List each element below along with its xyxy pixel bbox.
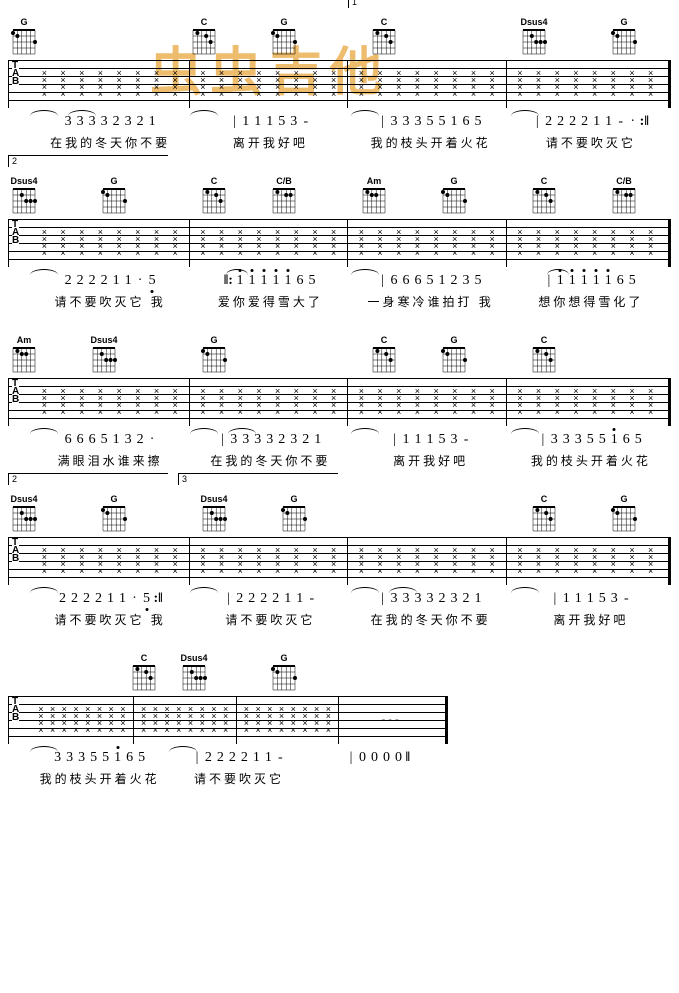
chord-diagram: G [438, 335, 470, 376]
tab-staff: TAB ××××××××××××××××××××××××××××××××××××… [8, 219, 671, 267]
chord-diagram: C [368, 335, 400, 376]
chord-diagram: Dsus4 [198, 494, 230, 535]
chord-row: 2 Dsus4 G C C/B Am G C C/B [8, 169, 671, 217]
chord-diagram: Dsus4 [518, 17, 550, 58]
tab-staff: TAB ××××××××××××××××××××××××××××××××××××… [8, 696, 448, 744]
tab-measure: ×××××××××××××××××××××××××××××××× [190, 378, 349, 426]
chord-diagram: Dsus4 [88, 335, 120, 376]
chord-diagram: Am [8, 335, 40, 376]
tab-measure: ×××××××××××××××××××××××××××××××× [348, 60, 507, 108]
chord-row: 1 G C G C Dsus4 G [8, 10, 671, 58]
tab-measure: ×××××××××××××××××××××××××××××××× [237, 696, 340, 744]
chord-diagram: C [528, 176, 560, 217]
lyrics: 满眼泪水谁来擦在我的冬天你不要离开我好吧我的枝头开着火花 [8, 452, 671, 469]
chord-row: 23 Dsus4 G Dsus4 G C G [8, 487, 671, 535]
tab-measure: ×××××××××××××××××××××××××××××××× [31, 537, 190, 585]
chord-diagram: G [278, 494, 310, 535]
music-system: C Dsus4 G TAB ××××××××××××××××××××××××××… [8, 646, 448, 787]
chord-diagram: C [368, 17, 400, 58]
chord-row: Am Dsus4 G C G C [8, 328, 671, 376]
chord-diagram: G [98, 176, 130, 217]
tab-measure: ×××××××××××××××××××××××××××××××× [31, 60, 190, 108]
chord-diagram: C [528, 335, 560, 376]
tab-measure: ×××××××××××××××××××××××××××××××× [134, 696, 237, 744]
tab-measure: ×××××××××××××××××××××××××××××××× [190, 60, 349, 108]
sheet-music: 1 G C G C Dsus4 G TAB ××××××××××××××××××… [8, 10, 671, 787]
tab-measure: ×××××××××××××××××××××××××××××××× [507, 537, 665, 585]
tab-measure: ×××××××××××××××××××××××××××××××× [31, 696, 134, 744]
chord-diagram: G [98, 494, 130, 535]
tab-measure: ×××××××××××××××××××××××××××××××× [348, 219, 507, 267]
chord-diagram: Am [358, 176, 390, 217]
chord-diagram: C [198, 176, 230, 217]
chord-diagram: Dsus4 [8, 494, 40, 535]
music-system: 23 Dsus4 G Dsus4 G C G TAB ×××××××××××××… [8, 487, 671, 628]
chord-diagram: C [128, 653, 160, 694]
tab-staff: TAB ××××××××××××××××××××××××××××××××××××… [8, 537, 671, 585]
lyrics: 请不要吹灭它 我爱你爱得雪大了一身寒冷谁拍打 我想你想得雪化了 [8, 293, 671, 310]
tab-measure: ×××××××××××××××××××××××××××××××× [507, 378, 665, 426]
tab-staff: TAB ××××××××××××××××××××××××××××××××××××… [8, 378, 671, 426]
chord-diagram: G [438, 176, 470, 217]
tab-measure: ×××××××××××××××××××××××××××××××× [190, 219, 349, 267]
chord-diagram: G [608, 17, 640, 58]
chord-diagram: G [8, 17, 40, 58]
number-notation: 33355165|222211-|0000‖ [8, 750, 448, 766]
lyrics: 我的枝头开着火花请不要吹灭它 [8, 770, 448, 787]
lyrics: 请不要吹灭它 我请不要吹灭它在我的冬天你不要离开我好吧 [8, 611, 671, 628]
tab-measure: ×××××××××××××××××××××××××××××××× [348, 378, 507, 426]
music-system: 1 G C G C Dsus4 G TAB ××××××××××××××××××… [8, 10, 671, 151]
chord-diagram: C [188, 17, 220, 58]
tab-measure: ×××××××××××××××××××××××××××××××× [31, 219, 190, 267]
tab-measure: ×××××××××××××××××××××××××××××××× [348, 537, 507, 585]
chord-diagram: C/B [268, 176, 300, 217]
music-system: Am Dsus4 G C G C TAB ×××××××××××××××××××… [8, 328, 671, 469]
music-system: 2 Dsus4 G C C/B Am G C C/B TAB ×××××××××… [8, 169, 671, 310]
chord-diagram: G [268, 17, 300, 58]
tab-measure: ×××××××××××××××××××××××××××××××× [190, 537, 349, 585]
chord-diagram: G [608, 494, 640, 535]
number-notation: 222211·5:‖|222211-|33332321|11153- [8, 591, 671, 607]
chord-diagram: C/B [608, 176, 640, 217]
tab-staff: TAB ××××××××××××××××××××××××××××××××××××… [8, 60, 671, 108]
lyrics: 在我的冬天你不要离开我好吧我的枝头开着火花请不要吹灭它 [8, 134, 671, 151]
chord-diagram: C [528, 494, 560, 535]
chord-diagram: G [198, 335, 230, 376]
tab-measure: ×××××××××××××××××××××××××××××××× [31, 378, 190, 426]
tab-measure: ×××××××××××××××××××××××××××××××× [507, 60, 665, 108]
number-notation: 222211·5‖:1111165|66651235|1111165 [8, 273, 671, 289]
number-notation: 6665132·|33332321|11153-|33355165 [8, 432, 671, 448]
chord-diagram: Dsus4 [178, 653, 210, 694]
chord-diagram: G [268, 653, 300, 694]
chord-diagram: Dsus4 [8, 176, 40, 217]
chord-row: C Dsus4 G [8, 646, 448, 694]
number-notation: 33332321|11153-|33355165|222211-·:‖ [8, 114, 671, 130]
tab-measure: ×××××××××××××××××××××××××××××××× [507, 219, 665, 267]
